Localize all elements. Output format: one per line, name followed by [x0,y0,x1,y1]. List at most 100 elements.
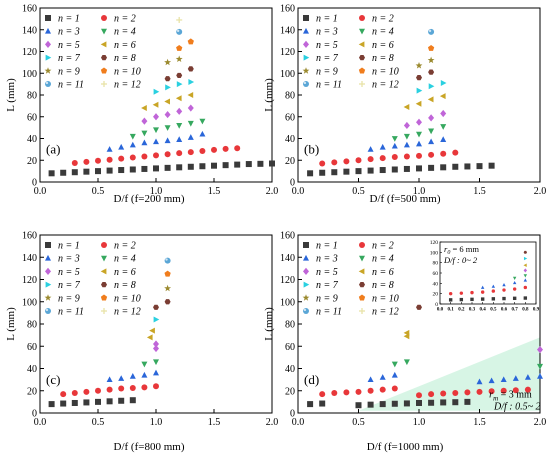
inset-data-point [512,287,517,291]
data-point [141,361,148,368]
legend-label: n = 11 [58,80,84,91]
data-point [464,398,471,405]
data-point [500,376,507,383]
legend-label: n = 7 [58,53,81,64]
inset-y-tick-label: 0 [435,302,438,308]
data-point [164,299,171,305]
legend-label: n = 3 [316,254,338,265]
legend-marker [45,27,51,34]
y-tick-label: 20 [285,386,295,397]
y-tick-label: 0 [290,409,295,420]
legend-marker [45,81,51,87]
legend-label: n = 12 [114,307,141,318]
inset-data-point [459,291,464,295]
data-point [141,384,148,391]
data-point [164,164,171,171]
series-n-9 [164,284,172,292]
y-axis-label: L (mm) [263,78,275,112]
data-point [106,146,113,152]
series-n-6 [141,92,194,112]
legend-marker [44,67,52,74]
series-n-5 [537,345,543,354]
data-point [512,375,519,381]
x-tick-label: 0.5 [92,186,105,197]
data-point [440,80,447,87]
data-point [331,169,338,176]
data-point [391,136,398,142]
series-n-6 [146,327,155,341]
legend-marker [359,282,365,288]
inset-y-tick-label: 100 [430,250,439,256]
data-point [164,270,171,277]
legend-marker [303,267,309,275]
inset-x-tick-label: 0.9 [533,308,540,313]
data-point [199,130,206,137]
data-point [153,344,159,353]
data-point [403,141,410,148]
series-n-6 [403,329,410,340]
inset-data-point [523,250,528,254]
data-point [416,75,422,81]
data-point [118,167,125,174]
data-point [403,133,410,140]
series-n-3 [367,371,543,385]
data-point [331,159,338,166]
data-point [476,378,483,385]
inset-data-point [491,289,496,293]
annotation-rm: rm = 3 mmD/f : 0.5~ 2 [489,389,540,412]
data-point [319,391,326,398]
legend-label: n = 9 [58,66,80,77]
data-point [355,157,362,164]
inset-data-point [523,285,528,290]
legend-label: n = 3 [58,254,80,265]
data-point [176,16,183,23]
series-n-2 [60,383,159,398]
inset-data-point [491,284,496,288]
data-point [428,128,435,135]
legend-label: n = 7 [316,280,339,291]
y-tick-label: 40 [285,364,295,375]
data-point [307,401,314,408]
legend-marker [101,242,107,248]
y-tick-label: 120 [22,275,37,286]
legend-marker [359,242,365,248]
data-point [176,123,183,129]
y-tick-label: 60 [27,112,37,123]
data-point [512,387,519,394]
x-tick-label: 2.0 [534,417,547,428]
legend-marker [302,67,310,74]
inset-x-tick-label: 0.1 [448,308,455,313]
data-point [245,161,252,168]
series-n-8 [164,66,194,82]
inset-series-n-1 [448,296,528,302]
legend-marker [359,255,365,262]
series-n-1 [307,162,495,177]
legend-marker [45,40,51,48]
inset-series-n-5 [523,268,528,273]
y-tick-label: 0 [290,178,295,189]
data-point [391,385,398,392]
data-point [176,44,183,51]
inset-data-point [470,297,474,302]
legend-marker [100,41,107,48]
inset-series-n-3 [480,278,528,289]
data-point [141,139,148,146]
y-tick-label: 20 [27,386,37,397]
data-point [428,391,435,398]
data-point [416,87,423,94]
legend-label: n = 9 [316,66,338,77]
series-n-11 [176,28,183,35]
x-tick-label: 1.0 [413,186,426,197]
data-point [379,167,386,174]
data-point [211,162,217,169]
inset-data-point [502,283,506,287]
legend-marker [358,268,365,275]
data-point [187,149,194,156]
legend-label: n = 3 [58,27,80,38]
data-point [71,389,78,396]
series-n-2 [319,385,531,399]
data-point [95,387,101,394]
inset-range-label: D/f : 0~ 2 [443,255,478,265]
legend-marker [100,67,108,74]
legend-label: n = 12 [372,307,399,318]
